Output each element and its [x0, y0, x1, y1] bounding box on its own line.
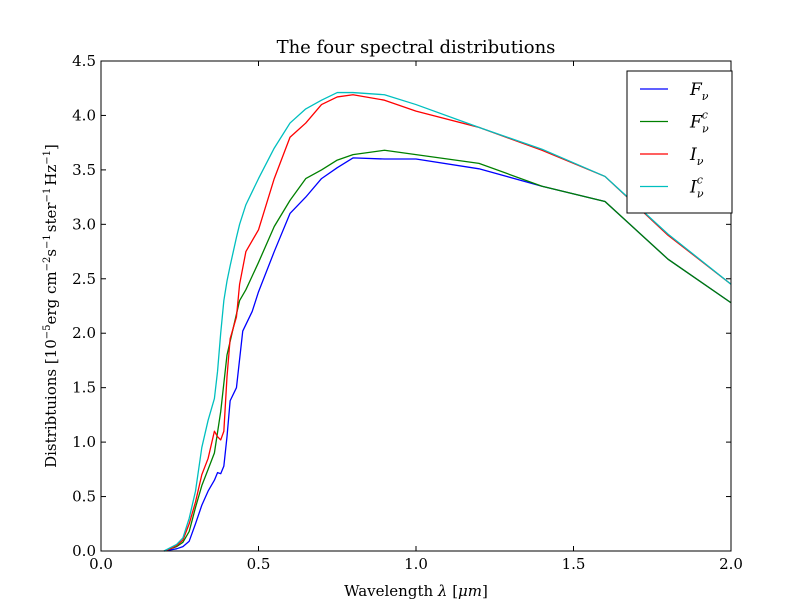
- y-tick-label: 4.0: [72, 106, 96, 124]
- series-line-2: [163, 149, 732, 552]
- legend-label-sub: ν: [702, 90, 709, 103]
- y-axis-label-part4: ster: [42, 202, 60, 233]
- x-axis-label-prefix: Wavelength: [344, 582, 438, 600]
- legend-label-sup: c: [697, 174, 703, 187]
- legend-label-2: Fc ν: [689, 109, 709, 136]
- x-axis-label-unit: μm: [458, 582, 482, 600]
- x-axis-label-symbol: λ: [437, 582, 448, 600]
- series-line-1: [163, 157, 732, 552]
- legend-label-sub: ν: [697, 155, 704, 168]
- legend-label-1: Fν: [689, 80, 709, 103]
- legend-label-sup: c: [702, 109, 708, 122]
- y-tick-label: 0.5: [72, 488, 96, 506]
- series-line-3: [163, 94, 732, 552]
- chart-title: The four spectral distributions: [277, 37, 556, 58]
- series-layer: [163, 91, 732, 552]
- y-tick-label: 1.0: [72, 433, 96, 451]
- legend-label-sub: ν: [702, 123, 709, 136]
- legend-label-4: Ic ν: [689, 174, 704, 201]
- y-axis-label-exp2: −2: [42, 257, 53, 272]
- y-tick-label: 2.0: [72, 324, 96, 342]
- ticks-layer: 0.0 0.5 1.0 1.5 2.0 0.0 0.5 1.0 1.5 2.0 2.5 3.0 3.5 4…: [72, 52, 743, 573]
- series-line-4: [163, 91, 732, 552]
- legend-label-base: F: [689, 113, 703, 133]
- y-tick-label: 3.5: [72, 161, 96, 179]
- legend-box: [626, 70, 733, 214]
- y-axis-label-exp3: −1: [42, 234, 53, 249]
- plot-area: [101, 61, 731, 551]
- y-axis-label-part2: erg cm: [42, 271, 60, 324]
- x-axis-label-unit-close: ]: [482, 582, 488, 600]
- y-tick-label: 1.5: [72, 379, 96, 397]
- legend-label-base: I: [689, 145, 697, 165]
- x-tick-label: 0.5: [247, 555, 271, 573]
- legend-label-sub: ν: [697, 188, 704, 201]
- x-tick-label: 1.0: [404, 555, 428, 573]
- y-tick-label: 0.0: [72, 542, 96, 560]
- legend-label-base: I: [689, 178, 697, 198]
- x-axis-label-unit-open: [: [447, 582, 458, 600]
- y-axis-label: Distribtuions [10−5erg cm−2s−1ster−1Hz−1…: [42, 144, 60, 468]
- x-tick-label: 1.5: [562, 555, 586, 573]
- y-tick-label: 4.5: [72, 52, 96, 70]
- y-axis-label-prefix: Distribtuions [10: [42, 339, 60, 468]
- y-axis-label-exp4: −1: [42, 188, 53, 203]
- x-tick-label: 2.0: [719, 555, 743, 573]
- y-tick-label: 3.0: [72, 215, 96, 233]
- y-axis-label-exp1: −5: [42, 324, 53, 339]
- x-axis-label: Wavelength λ [μm]: [344, 582, 488, 600]
- y-axis-label-part3: s: [42, 249, 60, 257]
- x-tick-label: 0.0: [89, 555, 113, 573]
- y-axis-label-suffix: ]: [42, 144, 60, 150]
- y-axis-label-exp5: −1: [42, 150, 53, 165]
- legend-label-3: Iν: [689, 145, 704, 168]
- legend-label-base: F: [689, 80, 703, 100]
- y-tick-label: 2.5: [72, 270, 96, 288]
- y-axis-label-part5: Hz: [42, 165, 60, 186]
